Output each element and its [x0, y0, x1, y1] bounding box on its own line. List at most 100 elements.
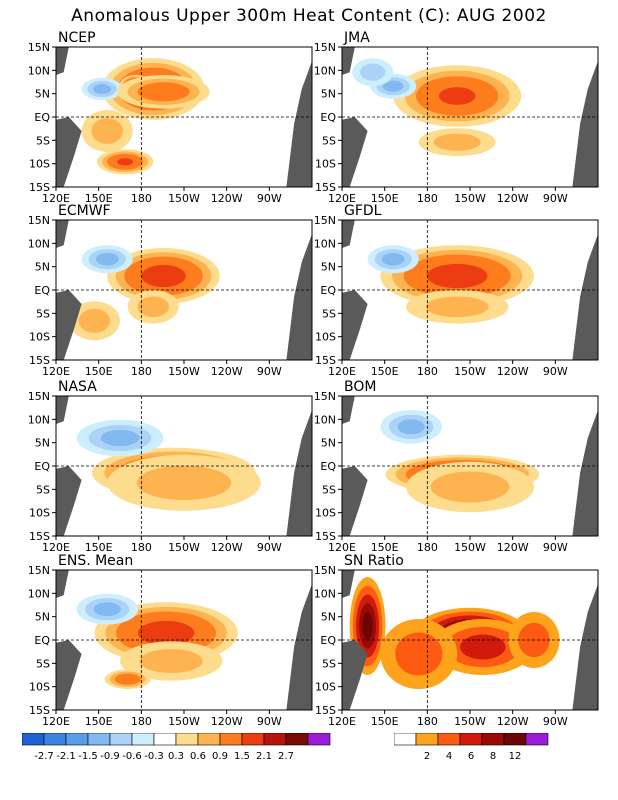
- lon-tick-label: 150W: [168, 192, 200, 205]
- lat-tick-label: EQ: [320, 111, 336, 124]
- colorbar-swatch: [175, 732, 199, 746]
- lon-tick-label: 120E: [42, 192, 70, 205]
- lon-tick-label: 120W: [497, 192, 529, 205]
- lat-tick-label: 10N: [28, 237, 50, 250]
- lat-tick-label: 5N: [35, 261, 50, 274]
- lon-tick-label: 120W: [497, 365, 529, 378]
- land-mass: [572, 410, 598, 536]
- colorbar-swatch: [263, 732, 287, 746]
- colorbar-label: -0.3: [144, 751, 164, 762]
- colorbar-swatch: [21, 732, 45, 746]
- panel-title: NCEP: [58, 30, 96, 46]
- land-mass: [286, 410, 312, 536]
- lon-tick-label: 180: [417, 541, 438, 554]
- land-mass: [572, 61, 598, 187]
- colorbar-swatch: [525, 732, 549, 746]
- colorbar-swatch: [481, 732, 505, 746]
- lat-tick-label: 15N: [314, 564, 336, 577]
- lon-tick-label: 90W: [257, 192, 282, 205]
- colorbar-swatch: [131, 732, 155, 746]
- lat-tick-label: 10N: [314, 64, 336, 77]
- land-mass: [56, 290, 82, 360]
- figure-title: Anomalous Upper 300m Heat Content (C): A…: [71, 6, 547, 26]
- land-mass: [56, 570, 69, 598]
- colorbar-swatch: [109, 732, 133, 746]
- lat-tick-label: EQ: [34, 634, 50, 647]
- panel-title: GFDL: [344, 203, 382, 219]
- panel-title: ENS. Mean: [58, 553, 133, 569]
- lon-tick-label: 90W: [543, 715, 568, 728]
- lon-tick-label: 150E: [85, 365, 113, 378]
- colorbar-swatch: [459, 732, 483, 746]
- lon-tick-label: 90W: [543, 541, 568, 554]
- land-mass: [342, 117, 368, 187]
- contour-region: [100, 429, 140, 447]
- lat-tick-label: 15N: [28, 214, 50, 227]
- contour-region: [117, 158, 134, 166]
- lon-tick-label: 90W: [257, 365, 282, 378]
- colorbar-label: -0.6: [122, 751, 142, 762]
- panel-title: ECMWF: [58, 203, 111, 219]
- contour-region: [95, 252, 119, 266]
- contour-region: [119, 675, 136, 683]
- lat-tick-label: 10S: [315, 331, 336, 344]
- colorbar-swatch: [437, 732, 461, 746]
- lon-tick-label: 180: [417, 192, 438, 205]
- lon-tick-label: 120W: [211, 365, 243, 378]
- lat-tick-label: 5S: [322, 307, 336, 320]
- contour-region: [139, 648, 203, 674]
- lat-tick-label: EQ: [320, 634, 336, 647]
- colorbar-swatch: [393, 732, 417, 746]
- map-panel: 15N 10N 5N EQ 5S 10S 15S 120E 150E 180 150W 120W 90W…: [297, 376, 603, 556]
- lon-tick-label: 150W: [454, 715, 486, 728]
- lat-tick-label: 15S: [315, 354, 336, 367]
- lat-tick-label: 15N: [28, 41, 50, 54]
- lat-tick-label: 10S: [315, 507, 336, 520]
- colorbar-label: 2: [424, 751, 430, 762]
- contour-region: [360, 63, 386, 81]
- lat-tick-label: EQ: [34, 460, 50, 473]
- contour-region: [147, 85, 180, 98]
- land-mass: [342, 570, 355, 598]
- lat-tick-label: 10S: [29, 507, 50, 520]
- colorbar-label: 1.5: [234, 751, 250, 762]
- lon-tick-label: 90W: [257, 541, 282, 554]
- contour-region: [433, 133, 481, 151]
- colorbar-label: -1.5: [78, 751, 98, 762]
- colorbar-swatch: [153, 732, 177, 746]
- colorbar-label: 4: [446, 751, 452, 762]
- panel-title: NASA: [58, 379, 97, 395]
- contour-region: [395, 632, 443, 676]
- contour-region: [91, 118, 123, 144]
- lon-tick-label: 150W: [168, 715, 200, 728]
- lon-tick-label: 150E: [371, 541, 399, 554]
- lon-tick-label: 150W: [454, 541, 486, 554]
- lat-tick-label: 15N: [314, 390, 336, 403]
- land-mass: [56, 117, 82, 187]
- colorbar-label: 2.1: [256, 751, 272, 762]
- lon-tick-label: 120E: [42, 541, 70, 554]
- lat-tick-label: 5N: [321, 611, 336, 624]
- lon-tick-label: 120W: [211, 715, 243, 728]
- lon-tick-label: 120E: [42, 715, 70, 728]
- land-mass: [286, 61, 312, 187]
- colorbar-label: 0.9: [212, 751, 228, 762]
- lon-tick-label: 180: [131, 365, 152, 378]
- contour-region: [430, 471, 510, 503]
- lat-tick-label: 10N: [314, 237, 336, 250]
- lon-tick-label: 150E: [85, 541, 113, 554]
- map-panel: 15N 10N 5N EQ 5S 10S 15S 120E 150E 180 150W 120W 90W…: [11, 27, 317, 207]
- lat-tick-label: 5S: [36, 134, 50, 147]
- colorbar-label: 0.6: [190, 751, 206, 762]
- land-mass: [286, 234, 312, 360]
- panel-title: BOM: [344, 379, 376, 395]
- contour-region: [148, 625, 184, 641]
- snr-colorbar: 2 4 6 8 12: [393, 732, 554, 769]
- lat-tick-label: EQ: [34, 111, 50, 124]
- map-panel: 15N 10N 5N EQ 5S 10S 15S 120E 150E 180 150W 120W 90W…: [11, 376, 317, 556]
- map-panel: 15N 10N 5N EQ 5S 10S 15S 120E 150E 180 150W 120W 90W…: [297, 27, 603, 207]
